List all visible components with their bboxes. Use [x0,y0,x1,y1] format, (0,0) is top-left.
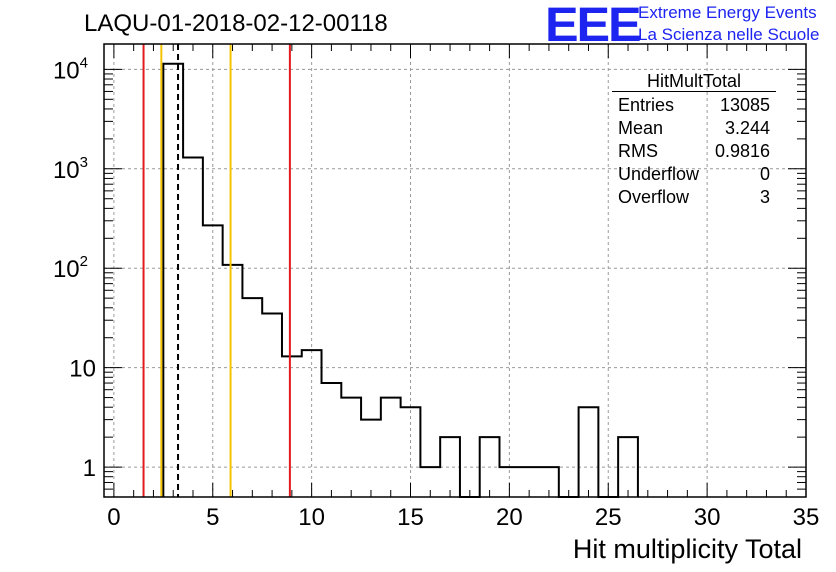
grid [104,44,806,497]
x-axis-label: Hit multiplicity Total [572,534,802,564]
stats-row-entries: Entries 13085 [612,94,776,117]
plot-frame [103,43,807,498]
histogram-bin [183,157,203,497]
x-tick-label: 15 [397,504,424,531]
stats-row-underflow: Underflow 0 [612,163,776,186]
histogram-bin [262,314,282,497]
logo-line-2: La Scienza nelle Scuole [638,25,820,44]
histogram-bin [579,407,599,497]
histogram-bin [223,265,243,497]
histogram-bin [381,398,401,497]
histogram-bin [361,420,381,497]
x-tick-label: 10 [298,504,325,531]
x-tick-label: 0 [107,504,120,531]
histogram-bins [162,62,639,498]
y-tick-label: 10 [69,356,96,383]
stats-value: 0 [759,164,770,184]
x-tick-label: 5 [206,504,219,531]
chart-title: LAQU-01-2018-02-12-00118 [84,10,388,37]
x-tick-label: 25 [595,504,622,531]
stats-box: HitMultTotal Entries 13085 Mean 3.244 RM… [612,71,776,209]
histogram-outline [162,62,639,498]
stats-label: RMS [618,141,658,161]
x-tick-label: 20 [496,504,523,531]
stats-label: Entries [618,95,675,115]
logo-line-1: Extreme Energy Events [638,3,817,22]
stats-label: Underflow [618,164,700,184]
y-tick-label: 102 [53,253,88,283]
stats-value: 3 [759,187,770,207]
stats-title: HitMultTotal [612,71,776,92]
stats-value: 13085 [719,95,770,115]
stats-value: 3.244 [724,118,770,138]
stats-value: 0.9816 [714,141,770,161]
stats-row-overflow: Overflow 3 [612,186,776,209]
x-tick-label: 30 [694,504,721,531]
histogram-bin [322,383,342,497]
stats-label: Mean [618,118,664,138]
histogram-bin [282,356,302,497]
histogram-bin [163,64,183,497]
y-tick-label: 103 [53,154,88,184]
stats-row-rms: RMS 0.9816 [612,140,776,163]
stats-label: Overflow [618,187,690,207]
histogram-bin [440,437,460,497]
y-tick-label: 1 [83,455,96,482]
eee-logo: EEE [545,0,642,52]
histogram-bin [341,398,361,497]
histogram-bin [242,298,262,497]
x-tick-label: 35 [793,504,820,531]
reference-lines [142,44,291,497]
y-tick-label: 104 [53,54,88,84]
stats-row-mean: Mean 3.244 [612,117,776,140]
